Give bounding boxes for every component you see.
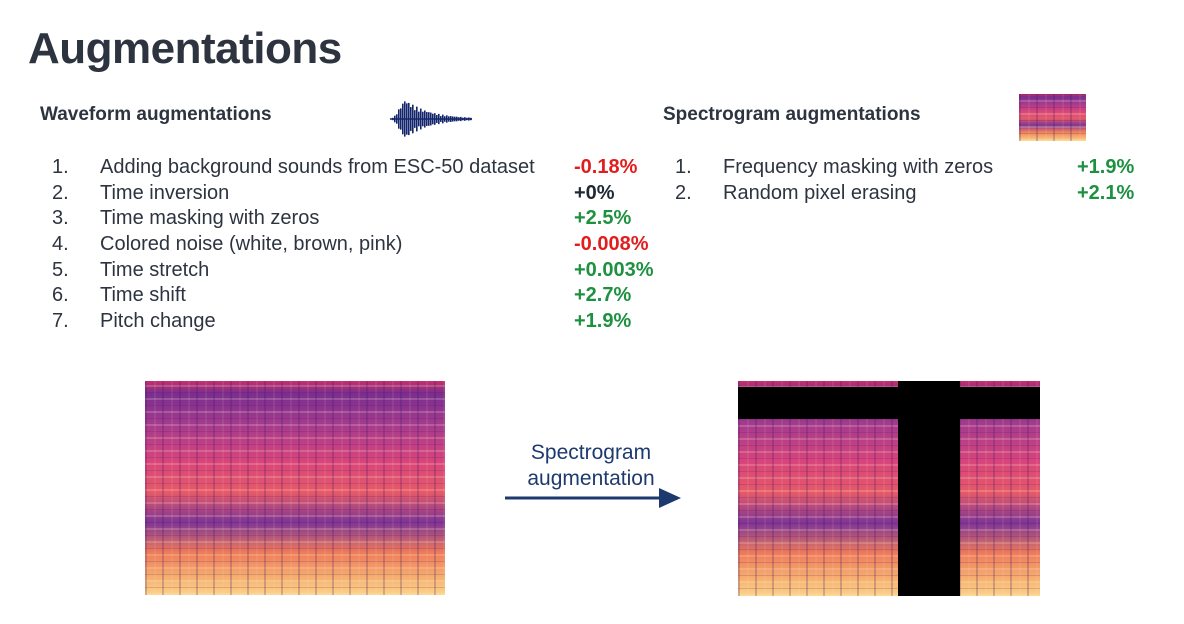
right-arrow-icon xyxy=(505,488,681,508)
list-item: 5. Time stretch +0.003% xyxy=(52,258,672,284)
item-number: 5. xyxy=(52,258,69,281)
frequency-mask xyxy=(738,387,1040,419)
list-item: 1. Adding background sounds from ESC-50 d… xyxy=(52,155,672,181)
item-delta: +2.7% xyxy=(574,284,632,307)
waveform-list: 1. Adding background sounds from ESC-50 d… xyxy=(52,155,672,335)
item-label: Pitch change xyxy=(100,310,216,333)
spectrogram-section-heading: Spectrogram augmentations xyxy=(663,104,921,125)
item-delta: -0.008% xyxy=(574,233,649,256)
item-number: 3. xyxy=(52,207,69,230)
item-label: Colored noise (white, brown, pink) xyxy=(100,233,403,256)
list-item: 2. Random pixel erasing +2.1% xyxy=(675,181,1155,207)
spectrogram-list: 1. Frequency masking with zeros +1.9% 2. Ran… xyxy=(675,155,1155,206)
page-title: Augmentations xyxy=(28,24,342,73)
list-item: 7. Pitch change +1.9% xyxy=(52,309,672,335)
item-delta: -0.18% xyxy=(574,156,638,178)
spectrogram-thumbnail-icon xyxy=(1019,94,1086,141)
item-delta: +0.003% xyxy=(574,258,654,281)
item-label: Time inversion xyxy=(100,181,230,204)
time-mask xyxy=(898,381,960,596)
original-spectrogram xyxy=(145,381,445,595)
item-delta: +2.1% xyxy=(1077,181,1135,204)
arrow-label-line1: Spectrogram xyxy=(530,441,652,464)
item-number: 7. xyxy=(52,310,69,333)
item-label: Time stretch xyxy=(100,258,210,281)
arrow-label: Spectrogram augmentation xyxy=(508,440,674,492)
item-delta: +1.9% xyxy=(1077,156,1135,178)
list-item: 1. Frequency masking with zeros +1.9% xyxy=(675,155,1155,181)
waveform-icon xyxy=(390,101,472,137)
item-label: Time shift xyxy=(100,284,186,307)
item-number: 6. xyxy=(52,284,69,307)
augmented-spectrogram xyxy=(738,381,1040,596)
item-number: 1. xyxy=(675,156,692,178)
item-number: 2. xyxy=(52,181,69,204)
list-item: 2. Time inversion +0% xyxy=(52,181,672,207)
item-label: Adding background sounds from ESC-50 dat… xyxy=(100,156,535,178)
item-number: 1. xyxy=(52,156,69,178)
list-item: 4. Colored noise (white, brown, pink) -0.0… xyxy=(52,232,672,258)
item-delta: +0% xyxy=(574,181,615,204)
item-delta: +1.9% xyxy=(574,310,632,333)
item-label: Random pixel erasing xyxy=(723,181,917,204)
item-label: Time masking with zeros xyxy=(100,207,320,230)
item-number: 4. xyxy=(52,233,69,256)
waveform-section-heading: Waveform augmentations xyxy=(40,104,272,125)
list-item: 3. Time masking with zeros +2.5% xyxy=(52,206,672,232)
arrow-label-line2: augmentation xyxy=(527,467,655,490)
item-label: Frequency masking with zeros xyxy=(723,156,994,178)
item-delta: +2.5% xyxy=(574,207,632,230)
list-item: 6. Time shift +2.7% xyxy=(52,283,672,309)
item-number: 2. xyxy=(675,181,692,204)
